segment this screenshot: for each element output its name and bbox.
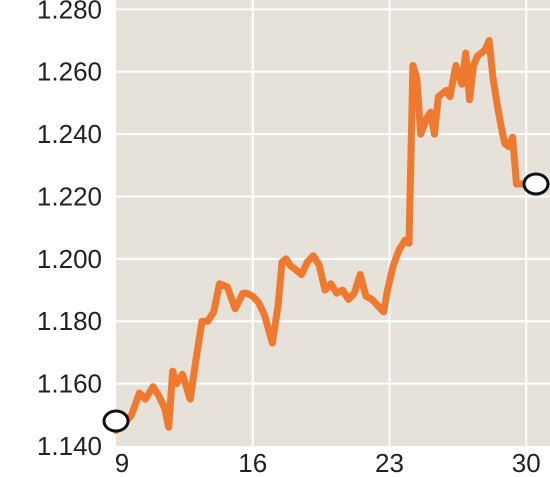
end-marker xyxy=(522,172,550,196)
x-tick-label: 16 xyxy=(238,448,267,477)
y-tick-label: 1.160 xyxy=(37,369,102,399)
y-tick-label: 1.180 xyxy=(37,306,102,336)
start-marker xyxy=(102,409,130,433)
y-tick-label: 1.200 xyxy=(37,244,102,274)
x-tick-label: 30 xyxy=(512,448,541,477)
y-axis-tick-labels: 1.140 1.160 1.180 1.200 1.220 1.240 1.260 1.280 xyxy=(37,0,102,461)
y-tick-label: 1.280 xyxy=(37,0,102,24)
endpoint-markers xyxy=(102,172,550,433)
x-tick-label: 23 xyxy=(375,448,404,477)
y-tick-label: 1.140 xyxy=(37,431,102,461)
gridlines xyxy=(116,0,550,446)
y-tick-label: 1.220 xyxy=(37,181,102,211)
x-axis-tick-labels: 9 16 23 30 xyxy=(115,448,541,477)
x-tick-label: 9 xyxy=(115,448,129,477)
plot-background xyxy=(116,0,550,446)
rate-series-line xyxy=(112,37,536,434)
y-tick-label: 1.260 xyxy=(37,57,102,87)
y-tick-label: 1.240 xyxy=(37,119,102,149)
